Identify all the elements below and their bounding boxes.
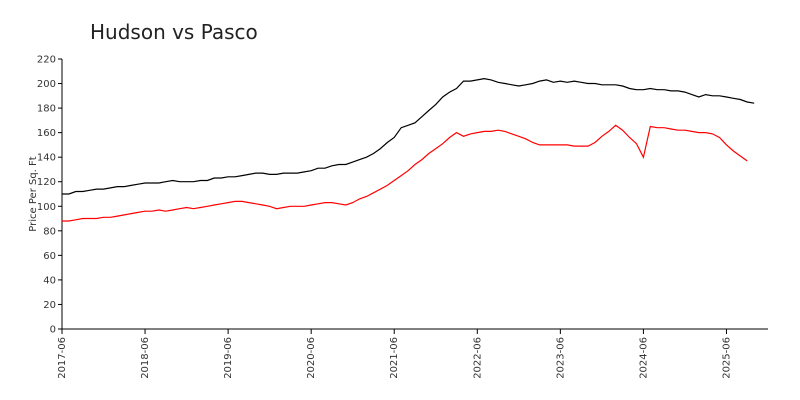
y-tick-label: 40: [43, 275, 56, 286]
y-tick-label: 180: [37, 104, 56, 115]
x-tick-label: 2021-06: [389, 337, 400, 379]
y-tick-label: 100: [37, 202, 56, 213]
y-tick-label: 80: [43, 226, 56, 237]
x-tick-label: 2025-06: [721, 337, 732, 379]
y-tick-label: 0: [50, 325, 56, 336]
y-tick-label: 200: [37, 79, 56, 90]
x-tick-label: 2023-06: [555, 337, 566, 379]
x-tick-label: 2017-06: [57, 337, 68, 379]
series-line-2: [62, 124, 748, 222]
x-tick-label: 2022-06: [472, 337, 483, 379]
y-tick-label: 60: [43, 251, 56, 262]
x-tick-label: 2018-06: [140, 337, 151, 379]
x-tick-label: 2020-06: [306, 337, 317, 379]
y-tick-label: 160: [37, 128, 56, 139]
chart-title: Hudson vs Pasco: [90, 20, 258, 44]
series-line-1: [62, 77, 755, 195]
y-axis: 0 20 40 60 80 100 120 140 160 180 200 220: [37, 55, 63, 336]
x-axis: 2017-06 2018-06 2019-06 2020-06 2021-06 2022-…: [57, 328, 768, 379]
y-tick-label: 140: [37, 153, 56, 164]
y-tick-label: 20: [43, 300, 56, 311]
x-tick-label: 2024-06: [638, 337, 649, 379]
series-layer: [62, 77, 755, 222]
y-axis-label: Price Per Sq. Ft: [28, 156, 39, 231]
y-tick-label: 220: [37, 55, 56, 66]
y-tick-label: 120: [37, 177, 56, 188]
x-tick-label: 2019-06: [223, 337, 234, 379]
